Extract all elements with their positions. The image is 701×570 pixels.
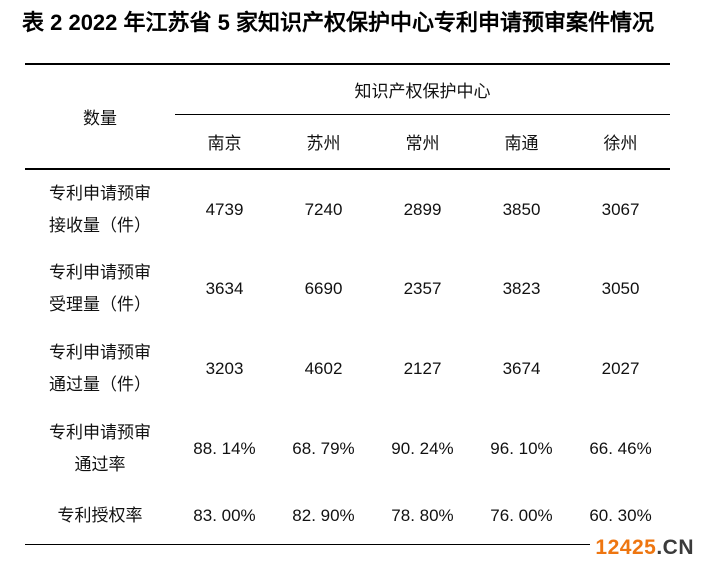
row-label: 专利申请预审 受理量（件）	[49, 263, 151, 314]
document-page: 表 2 2022 年江苏省 5 家知识产权保护中心专利申请预审案件情况 数量 知…	[0, 8, 701, 570]
group-header-ip-centers: 知识产权保护中心	[175, 64, 671, 115]
table-cell: 96. 10%	[490, 439, 553, 458]
table-row-pass-rate: 专利申请预审 通过率 88. 14% 68. 79% 90. 24% 96. 1…	[25, 409, 670, 489]
column-header-row: 南京 苏州 常州 南通 徐州	[25, 114, 671, 170]
table-cell: 78. 80%	[391, 506, 454, 526]
table-cell: 7240	[304, 199, 343, 219]
table-cell: 83. 00%	[193, 506, 256, 526]
table-cell: 76. 00%	[490, 506, 553, 526]
column-header-xuzhou: 徐州	[571, 114, 671, 170]
table-cell: 68. 79%	[292, 439, 355, 458]
table-row-passed: 专利申请预审 通过量（件） 3203 4602 2127 3674 2027	[25, 329, 670, 409]
row-label: 专利授权率	[57, 506, 143, 526]
table-cell: 90. 24%	[391, 439, 454, 458]
table-cell: 2357	[403, 279, 442, 298]
table-cell: 3823	[502, 279, 541, 298]
table-cell: 3203	[205, 359, 244, 378]
table-cell: 3067	[601, 199, 640, 219]
watermark-suffix: .CN	[656, 536, 694, 559]
patent-preexam-table: 数量 知识产权保护中心 南京 苏州 常州 南通 徐州 专利申请预审 接收量（件）…	[25, 63, 671, 545]
table-cell: 3050	[601, 279, 640, 298]
table-caption: 表 2 2022 年江苏省 5 家知识产权保护中心专利申请预审案件情况	[22, 10, 654, 35]
row-label: 专利申请预审 通过量（件）	[49, 343, 151, 394]
table-cell: 4602	[304, 359, 343, 378]
table-row-accepted: 专利申请预审 受理量（件） 3634 6690 2357 3823 3050	[25, 249, 670, 329]
column-header-changzhou: 常州	[373, 114, 472, 170]
corner-header-quantity: 数量	[25, 64, 175, 170]
table-cell: 66. 46%	[589, 439, 652, 458]
group-header-row: 数量 知识产权保护中心	[25, 64, 671, 170]
table-row-grant-rate: 专利授权率 83. 00% 82. 90% 78. 80% 76. 00% 60…	[25, 489, 670, 544]
table-row-received: 专利申请预审 接收量（件） 4739 7240 2899 3850 3067	[25, 169, 670, 249]
table-cell: 2899	[403, 199, 442, 219]
row-label: 专利申请预审 通过率	[49, 423, 151, 474]
table-cell: 3850	[502, 199, 541, 219]
column-header-nanjing: 南京	[175, 114, 274, 170]
table-cell: 4739	[205, 199, 244, 219]
table-cell: 3634	[205, 279, 244, 298]
row-label: 专利申请预审 接收量（件）	[49, 183, 151, 235]
table-cell: 2127	[403, 359, 442, 378]
table-cell: 60. 30%	[589, 506, 652, 526]
table-cell: 3674	[502, 359, 541, 378]
watermark-12425cn: 12425.CN	[590, 535, 694, 561]
column-header-nantong: 南通	[472, 114, 571, 170]
table-cell: 88. 14%	[193, 439, 256, 458]
table-cell: 82. 90%	[292, 506, 355, 526]
column-header-suzhou: 苏州	[274, 114, 373, 170]
watermark-number: 12425	[595, 536, 657, 559]
table-cell: 6690	[304, 279, 343, 298]
table-cell: 2027	[601, 359, 640, 378]
